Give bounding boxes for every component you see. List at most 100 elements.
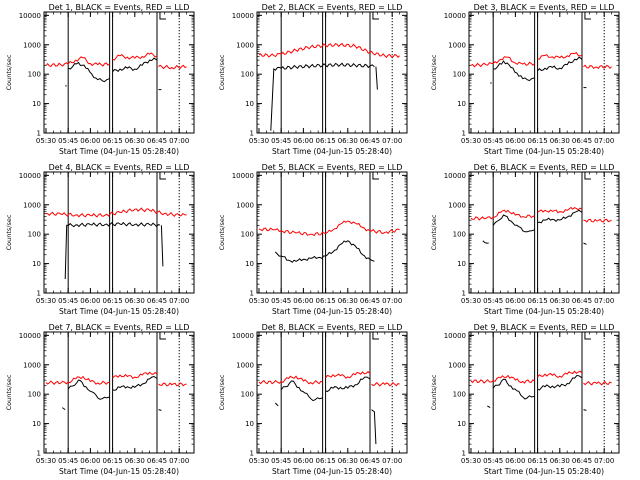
y-tick-label: 10 bbox=[245, 260, 254, 268]
series-events bbox=[490, 56, 587, 89]
y-tick-label: 10 bbox=[32, 100, 41, 108]
x-tick-label: 06:30 bbox=[550, 137, 570, 145]
series-events-line bbox=[112, 375, 158, 391]
bracket-marker bbox=[584, 172, 591, 180]
y-tick-label: 1 bbox=[250, 290, 254, 298]
chart-detector-4: Det 4, BLACK = Events, RED = LLD Counts/s… bbox=[5, 163, 195, 316]
x-tick-label: 06:45 bbox=[147, 457, 167, 465]
x-tick-label: 06:15 bbox=[315, 137, 335, 145]
y-axis-label: Counts/sec bbox=[5, 214, 13, 250]
x-tick-label: 06:45 bbox=[572, 457, 592, 465]
y-tick-label: 10000 bbox=[444, 12, 466, 20]
y-axis-label: Counts/sec bbox=[5, 54, 13, 90]
chart-title: Det 3, BLACK = Events, RED = LLD bbox=[474, 3, 615, 12]
y-tick-label: 10 bbox=[457, 260, 466, 268]
y-axis-label: Counts/sec bbox=[218, 214, 226, 250]
y-tick-label: 1 bbox=[462, 450, 466, 458]
x-tick-label: 07:00 bbox=[382, 137, 402, 145]
y-tick-label: 1 bbox=[37, 130, 41, 138]
x-tick-label: 06:30 bbox=[338, 297, 358, 305]
x-axis-label: Start Time (04-Jun-15 05:28:40) bbox=[272, 307, 392, 316]
y-tick-label: 10000 bbox=[19, 12, 41, 20]
chart-title: Det 8, BLACK = Events, RED = LLD bbox=[262, 323, 403, 332]
y-tick-label: 10000 bbox=[232, 332, 254, 340]
chart-detector-5: Det 5, BLACK = Events, RED = LLD Counts/s… bbox=[218, 163, 408, 316]
series-events bbox=[64, 221, 164, 280]
y-tick-label: 100 bbox=[241, 231, 254, 239]
series-lld-line bbox=[537, 206, 583, 214]
y-axis-label: Counts/sec bbox=[430, 54, 438, 90]
x-tick-label: 07:00 bbox=[594, 297, 614, 305]
x-tick-label: 07:00 bbox=[382, 297, 402, 305]
x-axis-label: Start Time (04-Jun-15 05:28:40) bbox=[272, 147, 392, 156]
x-tick-label: 05:45 bbox=[483, 457, 503, 465]
series-lld bbox=[258, 220, 400, 237]
y-tick-label: 1000 bbox=[236, 361, 254, 369]
x-tick-label: 06:45 bbox=[572, 137, 592, 145]
bracket-marker bbox=[159, 172, 166, 180]
series-events bbox=[62, 375, 162, 411]
x-tick-label: 06:45 bbox=[147, 137, 167, 145]
x-tick-label: 05:30 bbox=[36, 297, 56, 305]
series-events-line bbox=[64, 221, 161, 280]
series-events-line bbox=[537, 374, 583, 391]
series-lld-line bbox=[470, 209, 535, 221]
x-tick-label: 07:00 bbox=[169, 297, 189, 305]
series-events bbox=[274, 376, 377, 445]
x-tick-label: 05:45 bbox=[271, 297, 291, 305]
y-tick-label: 1 bbox=[250, 130, 254, 138]
series-lld-line bbox=[583, 380, 612, 386]
x-tick-label: 06:00 bbox=[505, 297, 525, 305]
x-tick-label: 06:15 bbox=[527, 137, 547, 145]
plot-frame bbox=[468, 11, 620, 134]
series-events-line bbox=[375, 66, 378, 90]
series-events-line bbox=[62, 407, 66, 411]
series-lld bbox=[46, 207, 187, 218]
series-lld bbox=[470, 206, 612, 223]
series-lld-line bbox=[583, 64, 612, 70]
x-tick-label: 06:30 bbox=[125, 297, 145, 305]
series-events-line bbox=[492, 378, 535, 400]
bracket-marker bbox=[159, 332, 166, 340]
series-events bbox=[274, 240, 375, 263]
y-tick-label: 1000 bbox=[236, 41, 254, 49]
chart-detector-1: Det 1, BLACK = Events, RED = LLD Counts/s… bbox=[5, 3, 195, 156]
series-lld bbox=[258, 370, 400, 387]
x-tick-label: 05:30 bbox=[36, 457, 56, 465]
x-tick-label: 06:30 bbox=[338, 457, 358, 465]
plot-frame bbox=[468, 171, 620, 294]
series-events bbox=[65, 57, 162, 91]
y-axis-label: Counts/sec bbox=[218, 374, 226, 410]
x-tick-label: 06:45 bbox=[360, 297, 380, 305]
bracket-marker bbox=[159, 12, 166, 20]
y-tick-label: 10 bbox=[32, 420, 41, 428]
y-tick-label: 1000 bbox=[448, 361, 466, 369]
series-events bbox=[482, 209, 587, 245]
chart-title: Det 5, BLACK = Events, RED = LLD bbox=[262, 163, 403, 172]
series-events-line bbox=[270, 62, 375, 131]
x-tick-label: 06:00 bbox=[293, 137, 313, 145]
y-tick-label: 1000 bbox=[448, 201, 466, 209]
x-tick-label: 05:45 bbox=[271, 137, 291, 145]
series-events-line bbox=[492, 214, 535, 233]
x-axis-label: Start Time (04-Jun-15 05:28:40) bbox=[484, 307, 604, 316]
x-tick-label: 06:15 bbox=[527, 297, 547, 305]
y-tick-label: 10000 bbox=[232, 12, 254, 20]
y-tick-label: 10000 bbox=[444, 172, 466, 180]
series-lld-line bbox=[258, 220, 400, 237]
y-tick-label: 100 bbox=[241, 391, 254, 399]
x-axis-label: Start Time (04-Jun-15 05:28:40) bbox=[59, 147, 179, 156]
bracket-marker bbox=[372, 172, 379, 180]
x-axis-label: Start Time (04-Jun-15 05:28:40) bbox=[59, 307, 179, 316]
series-events-line bbox=[68, 61, 110, 83]
y-tick-label: 1000 bbox=[23, 201, 41, 209]
x-tick-label: 06:00 bbox=[505, 457, 525, 465]
plot-frame bbox=[468, 331, 620, 454]
y-tick-label: 1000 bbox=[448, 41, 466, 49]
plot-frame bbox=[43, 171, 195, 294]
chart-title: Det 9, BLACK = Events, RED = LLD bbox=[474, 323, 615, 332]
bracket-marker bbox=[584, 12, 591, 20]
x-tick-label: 06:00 bbox=[293, 297, 313, 305]
series-lld bbox=[45, 52, 187, 70]
